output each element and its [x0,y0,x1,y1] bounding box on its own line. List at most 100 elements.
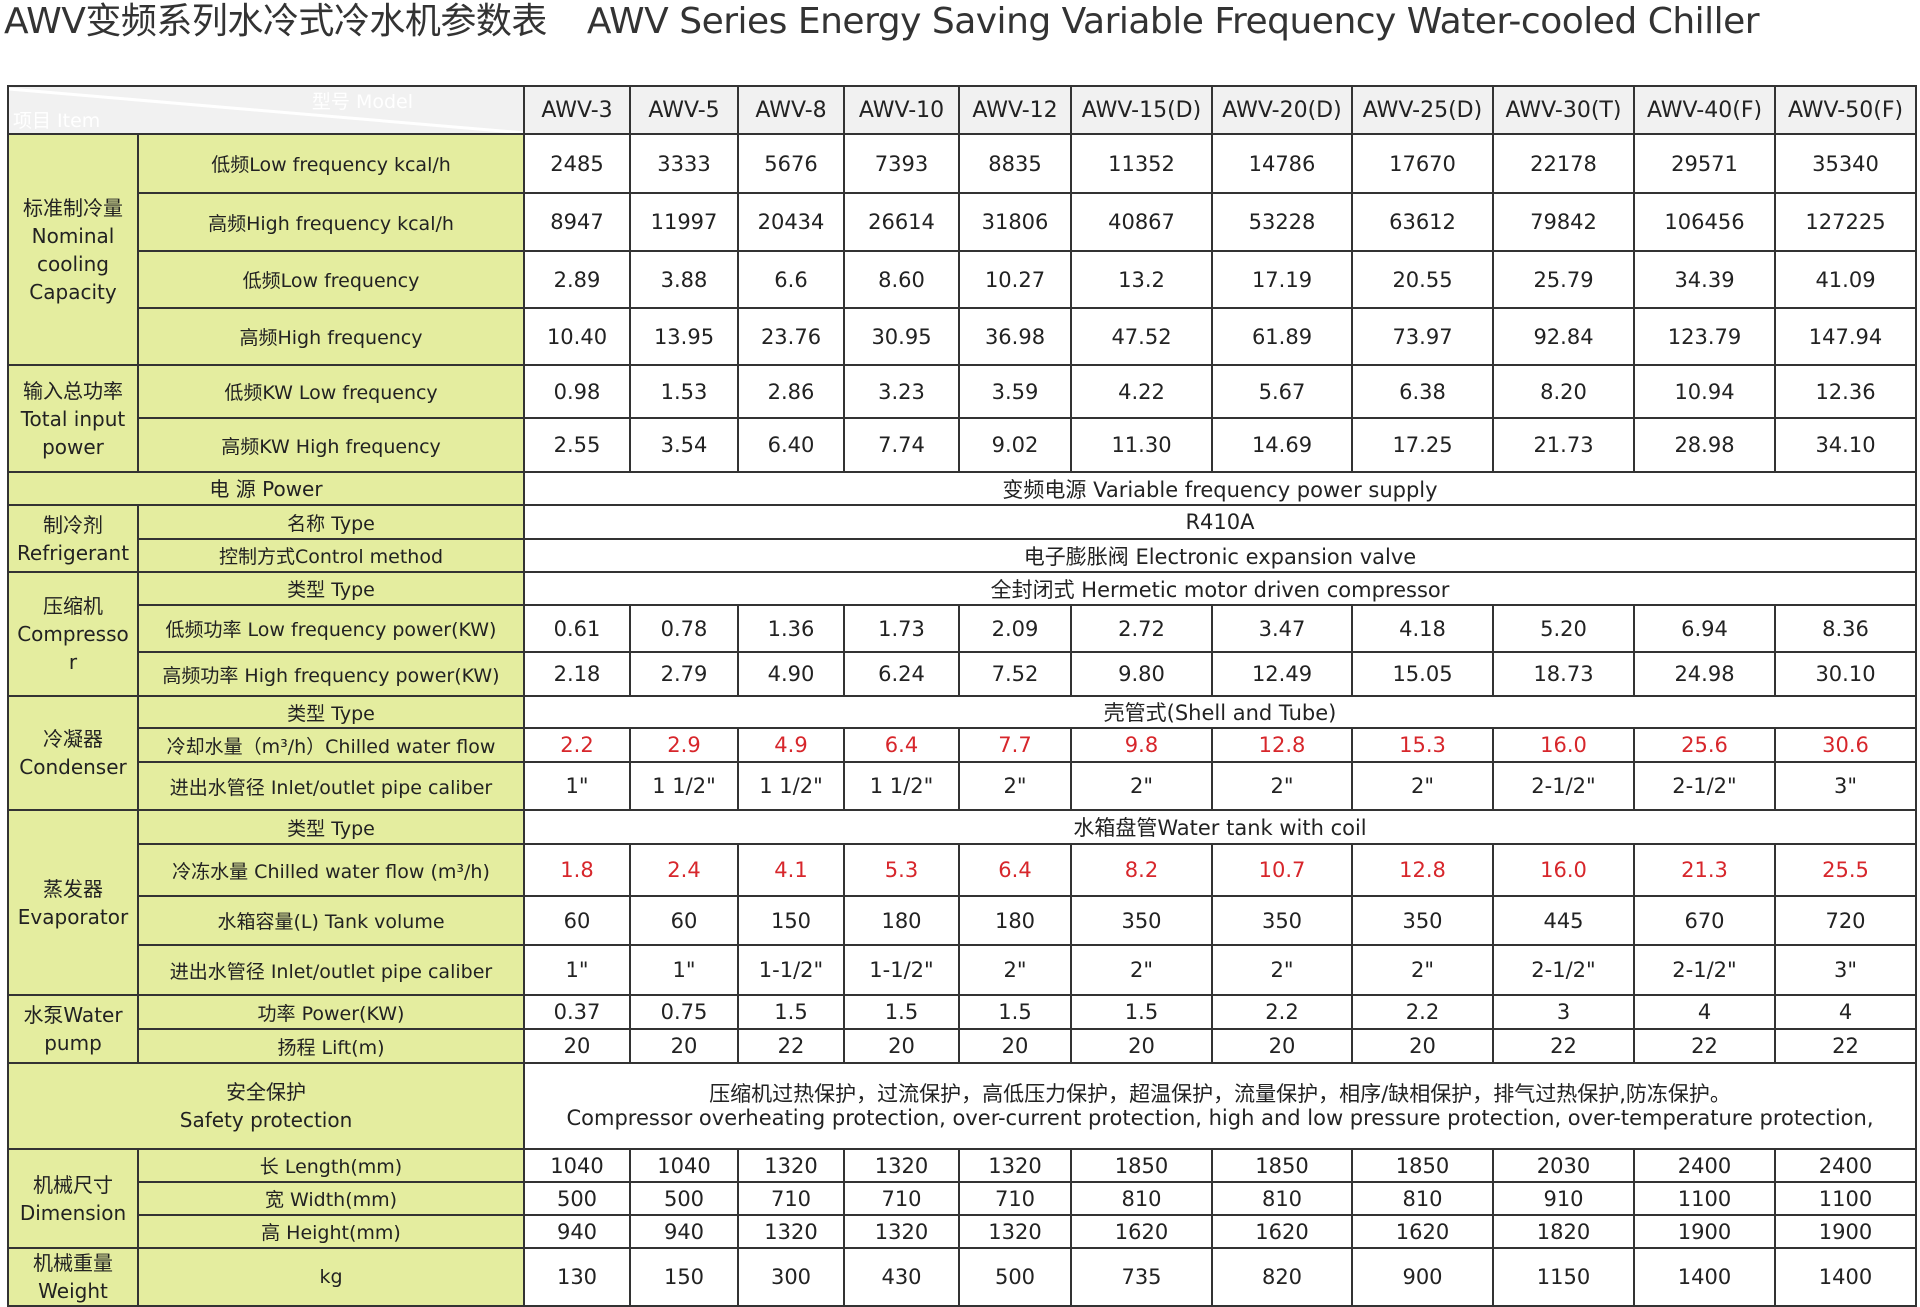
value-cell: 500 [958,1247,1072,1307]
value-cell: 2.2 [523,727,631,763]
group-label: 压缩机 Compresso r [7,571,139,697]
value-cell: 1" [523,944,631,996]
value-cell: 79842 [1492,192,1635,252]
value-cell: 29571 [1633,133,1776,194]
table-row: 低频Low frequency 2.89 3.88 6.6 8.60 10.27 13.2 1… [8,250,1917,309]
value-cell: 47.52 [1070,307,1213,366]
value-cell: 1040 [629,1148,739,1183]
table-row: 高频KW High frequency 2.55 3.54 6.40 7.74 9.02 1… [8,417,1917,473]
value-cell: 3.59 [958,364,1072,419]
group-label: 水泵Water pump [7,994,139,1064]
item-label: 高频功率 High frequency power(KW) [137,651,525,697]
value-cell: 7.52 [958,651,1072,697]
value-cell: 5.3 [843,843,960,897]
value-cell: 3" [1774,761,1917,811]
value-cell: 1620 [1070,1214,1213,1249]
value-cell: 3" [1774,944,1917,996]
value-cell: 1 1/2" [737,761,845,811]
value-cell: 127225 [1774,192,1917,252]
value-cell: 810 [1070,1181,1213,1216]
value-cell: 0.75 [629,994,739,1030]
value-cell: 53228 [1211,192,1353,252]
value-cell: 17.25 [1351,417,1494,473]
value-cell: 22 [1774,1028,1917,1064]
value-cell: 2.72 [1070,604,1213,653]
value-cell: 1100 [1633,1181,1776,1216]
value-cell: 30.95 [843,307,960,366]
value-cell: 2.86 [737,364,845,419]
value-cell: 8.2 [1070,843,1213,897]
value-cell: 10.40 [523,307,631,366]
model-header: AWV-20(D) [1211,85,1353,135]
value-cell: 0.61 [523,604,631,653]
value-cell: 20.55 [1351,250,1494,309]
table-row: 冷却水量（m³/h）Chilled water flow 2.2 2.9 4.9 6.4… [8,727,1917,763]
spec-table: 型号 Model 项目 Item AWV-3 AWV-5 AWV-8 AWV-10 AW… [7,85,1917,1307]
value-cell: 1320 [843,1214,960,1249]
group-label: 安全保护 Safety protection [7,1062,525,1150]
value-cell: 130 [523,1247,631,1307]
model-header: AWV-5 [629,85,739,135]
value-cell: 0.37 [523,994,631,1030]
value-cell: 1" [523,761,631,811]
value-cell: 1.5 [958,994,1072,1030]
value-cell: 6.94 [1633,604,1776,653]
value-cell: 940 [629,1214,739,1249]
value-cell: 22 [1492,1028,1635,1064]
value-cell: 9.80 [1070,651,1213,697]
value-cell: 1620 [1351,1214,1494,1249]
value-cell: 6.24 [843,651,960,697]
table-row: 低频功率 Low frequency power(KW) 0.61 0.78 1.36… [8,604,1917,653]
item-label: 宽 Width(mm) [137,1181,525,1216]
value-cell: 3333 [629,133,739,194]
value-cell: 3.47 [1211,604,1353,653]
value-cell: 11352 [1070,133,1213,194]
value-cell: 4.90 [737,651,845,697]
value-cell: 910 [1492,1181,1635,1216]
value-cell: 25.6 [1633,727,1776,763]
table-row: 机械重量Weight kg 130 150 300 430 500 735 820 900 1150… [7,1247,1917,1307]
value-cell: 820 [1211,1247,1353,1307]
value-cell: 2.79 [629,651,739,697]
diagonal-divider [10,88,522,132]
table-row: 蒸发器 Evaporator 类型 Type 水箱盘管Water tank with … [7,809,1917,996]
group-label: 输入总功率 Total input power [7,364,139,473]
value-cell: 1-1/2" [737,944,845,996]
value-cell: 0.78 [629,604,739,653]
value-cell: 1.5 [737,994,845,1030]
value-cell: 1.53 [629,364,739,419]
spanning-value: 变频电源 Variable frequency power supply [523,471,1917,506]
table-row: 压缩机 Compresso r 类型 Type 全封闭式 Hermetic motor … [7,571,1917,697]
item-label: 高频High frequency [137,307,525,366]
item-label: 冷冻水量 Chilled water flow (m³/h) [137,843,525,897]
value-cell: 13.2 [1070,250,1213,309]
value-cell: 2" [1070,761,1213,811]
value-cell: 1.5 [843,994,960,1030]
value-cell: 20 [958,1028,1072,1064]
item-label: 类型 Type [137,571,525,606]
value-cell: 25.79 [1492,250,1635,309]
item-label: 项目 Item [13,110,101,132]
value-cell: 16.0 [1492,843,1635,897]
value-cell: 8.36 [1774,604,1917,653]
value-cell: 1850 [1070,1148,1213,1183]
value-cell: 1150 [1492,1247,1635,1307]
value-cell: 1900 [1633,1214,1776,1249]
value-cell: 15.05 [1351,651,1494,697]
value-cell: 2" [1070,944,1213,996]
value-cell: 3.88 [629,250,739,309]
value-cell: 2" [958,944,1072,996]
value-cell: 147.94 [1774,307,1917,366]
table-row: 水箱容量(L) Tank volume 60 60 150 180 180 350 350 35… [8,895,1917,946]
value-cell: 6.6 [737,250,845,309]
table-row: 高频High frequency kcal/h 8947 11997 20434 266… [8,192,1917,252]
value-cell: 1850 [1351,1148,1494,1183]
value-cell: 20 [1351,1028,1494,1064]
value-cell: 12.49 [1211,651,1353,697]
value-cell: 1040 [523,1148,631,1183]
value-cell: 430 [843,1247,960,1307]
value-cell: 4 [1633,994,1776,1030]
value-cell: 8.60 [843,250,960,309]
table-row: 高频High frequency 10.40 13.95 23.76 30.95 36.9… [8,307,1917,366]
value-cell: 23.76 [737,307,845,366]
